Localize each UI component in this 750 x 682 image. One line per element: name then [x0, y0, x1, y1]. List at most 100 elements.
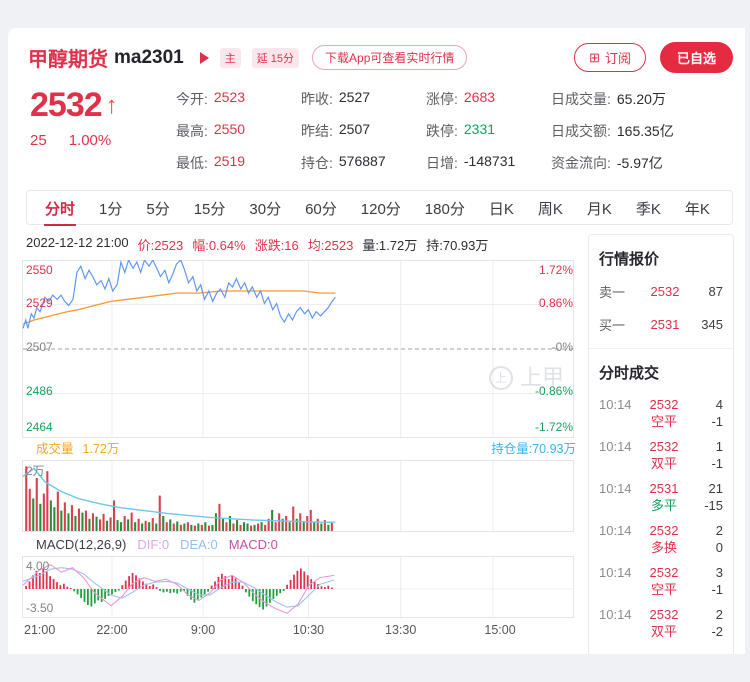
time-axis-label: 9:00: [190, 623, 216, 637]
percent-axis-label: -1.72%: [534, 420, 573, 434]
stat-item: 日成交额: 165.35亿: [551, 123, 674, 139]
macd-params: MACD(12,26,9): [36, 537, 127, 552]
panel-divider: [589, 348, 733, 349]
stat-item: 最高: 2550: [176, 121, 246, 139]
time-axis: 21:00 22:00 9:00 10:30 13:30 15:00: [22, 622, 574, 640]
header: 甲醇期货 ma2301 主 延 15分 下载App可查看实时行情 ⊞ 订阅 已自…: [8, 28, 745, 73]
dea-value: DEA:0: [180, 537, 218, 552]
tab-季K[interactable]: 季K: [635, 200, 661, 218]
tab-5分[interactable]: 5分: [146, 200, 170, 218]
tab-180分[interactable]: 180分: [424, 200, 465, 218]
stats-grid: 今开: 2523 最高: 2550 最低: 2519 昨收: 2527 昨结: 2507 持仓: 57…: [176, 86, 733, 173]
instrument-name: 甲醇期货: [28, 49, 108, 71]
info-segment: 幅:0.64%: [192, 238, 246, 253]
info-segment: 2022-12-12 21:00: [26, 235, 129, 250]
download-app-pill[interactable]: 下载App可查看实时行情: [312, 45, 468, 70]
info-segment: 量:1.72万: [362, 238, 418, 253]
bid-ask-row: 卖一 2532 87: [599, 284, 723, 300]
stat-item: 日成交量: 65.20万: [551, 91, 666, 107]
price-axis-label: 2550: [26, 263, 53, 277]
watermark-circle-icon: 上: [488, 366, 513, 390]
up-arrow-icon: ↑: [105, 91, 118, 119]
stat-item: 跌停: 2331: [426, 121, 496, 139]
volume-label: 成交量: [36, 442, 74, 456]
info-segment: 价:2523: [137, 238, 184, 253]
tab-月K[interactable]: 月K: [586, 200, 612, 218]
percent-axis-label: -0%: [551, 340, 573, 354]
time-axis-label: 13:30: [385, 623, 417, 637]
subscribe-button[interactable]: ⊞ 订阅: [574, 43, 646, 72]
quote-card: 甲醇期货 ma2301 主 延 15分 下载App可查看实时行情 ⊞ 订阅 已自…: [8, 28, 745, 654]
time-axis-label: 15:00: [484, 623, 516, 637]
stat-item: 资金流向: -5.97亿: [551, 155, 663, 171]
tab-120分[interactable]: 120分: [360, 200, 401, 218]
info-segment: 涨跌:16: [254, 238, 299, 253]
period-tabs: 分时 1分 5分 15分 30分 60分 120分 180分 日K 周K 月K 季K 年K: [26, 190, 733, 226]
volume-value: 1.72万: [82, 442, 120, 456]
dif-value: DIF:0: [137, 537, 170, 552]
time-axis-label: 21:00: [24, 623, 56, 637]
play-icon[interactable]: [199, 51, 209, 64]
bid-ask-list: 卖一 2532 87 买一 2531 345: [599, 282, 723, 334]
favorited-button[interactable]: 已自选: [659, 42, 733, 73]
tab-日K[interactable]: 日K: [488, 200, 514, 218]
macd-header: MACD(12,26,9) DIF:0 DEA:0 MACD:0: [22, 532, 578, 556]
tick-trade-row: 10:14 2532 3 空平 -1: [599, 565, 723, 597]
tick-trade-row: 10:14 2532 2 双平 -2: [599, 607, 723, 639]
tab-分时[interactable]: 分时: [33, 191, 87, 226]
volume-header: 成交量 1.72万 持仓量:70.93万: [24, 441, 576, 457]
price-chart[interactable]: 上 上甲 2550 2529 2507 2486 2464 1.72% 0.86% -0% -0…: [22, 258, 578, 438]
price-axis-label: 2529: [26, 296, 53, 310]
subscribe-icon: ⊞: [589, 50, 600, 65]
stat-item: 持仓: 576887: [301, 153, 386, 171]
stat-item: 昨结: 2507: [301, 121, 371, 139]
time-axis-label: 10:30: [292, 623, 325, 637]
macd-chart[interactable]: 4.00 -3.50: [22, 556, 578, 618]
market-panel: 行情报价 卖一 2532 87 买一 2531 345 分时成交 10:14 2532 4 空平…: [588, 234, 734, 654]
macd-value: MACD:0: [228, 537, 278, 552]
quote-panel-title: 行情报价: [599, 251, 660, 268]
stat-item: 日增: -148731: [426, 153, 516, 171]
price-axis-label: 2507: [26, 340, 53, 354]
percent-axis-label: 0.86%: [538, 296, 573, 310]
watermark-text: 上甲: [519, 365, 564, 390]
info-segment: 均:2523: [307, 238, 354, 253]
tick-trade-row: 10:14 2531 21 多平 -15: [599, 481, 723, 513]
subscribe-label: 订阅: [604, 51, 631, 66]
crosshair-info-bar: 2022-12-12 21:00 价:2523 幅:0.64% 涨跌:16 均:2523…: [26, 235, 578, 254]
tab-1分[interactable]: 1分: [99, 200, 123, 218]
stat-item: 今开: 2523: [176, 89, 246, 107]
price-axis-label: 2486: [26, 384, 53, 398]
tab-年K[interactable]: 年K: [684, 200, 710, 218]
tab-30分[interactable]: 30分: [249, 200, 282, 218]
bid-ask-row: 买一 2531 345: [599, 317, 723, 333]
percent-axis-label: -0.86%: [534, 384, 573, 398]
tab-15分[interactable]: 15分: [193, 200, 226, 218]
quote-summary: 2532 ↑ 25 1.00% 今开: 2523 最高: 2550 最低: 2519 昨收:…: [8, 73, 745, 173]
tick-trade-list: 10:14 2532 4 空平 -1 10:14 2532 1 双平 -1 10:14 2531 21 多…: [599, 396, 723, 640]
stat-item: 涨停: 2683: [426, 89, 496, 107]
chart-column: 2022-12-12 21:00 价:2523 幅:0.64% 涨跌:16 均:2523…: [22, 234, 578, 640]
price-change-pct: 1.00%: [68, 132, 112, 149]
time-axis-label: 22:00: [96, 623, 128, 637]
trades-panel-title: 分时成交: [599, 365, 660, 382]
price-axis-label: 2464: [26, 420, 53, 434]
watermark-logo: 上 上甲: [488, 365, 564, 390]
tick-trade-row: 10:14 2532 2 多换 0: [599, 523, 723, 555]
open-interest-label: 持仓量:70.93万: [491, 442, 576, 456]
stat-item: 昨收: 2527: [301, 89, 371, 107]
instrument-code: ma2301: [114, 46, 184, 68]
delay-badge: 延 15分: [251, 47, 300, 68]
volume-axis-label: 2万: [26, 464, 45, 478]
info-segment: 持:70.93万: [426, 238, 489, 253]
macd-axis-bottom: -3.50: [26, 601, 54, 615]
stat-item: 最低: 2519: [176, 153, 246, 171]
last-price: 2532: [30, 86, 103, 124]
tab-周K[interactable]: 周K: [537, 200, 563, 218]
main-contract-badge: 主: [219, 47, 241, 68]
price-change: 25: [30, 132, 47, 149]
macd-axis-top: 4.00: [26, 559, 50, 573]
volume-chart[interactable]: 2万: [22, 460, 578, 532]
tab-60分[interactable]: 60分: [305, 200, 337, 218]
tick-trade-row: 10:14 2532 4 空平 -1: [599, 397, 723, 429]
